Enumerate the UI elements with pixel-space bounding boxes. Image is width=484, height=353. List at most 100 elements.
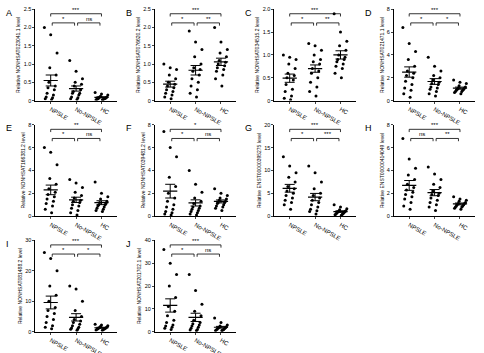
svg-text:1.0: 1.0 bbox=[143, 61, 151, 67]
svg-text:2.5: 2.5 bbox=[24, 6, 32, 12]
svg-text:10: 10 bbox=[145, 306, 151, 312]
svg-text:**: ** bbox=[206, 16, 211, 22]
svg-text:HC: HC bbox=[219, 337, 230, 347]
svg-text:F: F bbox=[126, 123, 132, 133]
svg-text:4: 4 bbox=[387, 52, 390, 58]
svg-text:ns: ns bbox=[419, 131, 425, 137]
svg-text:NPSLE: NPSLE bbox=[168, 337, 188, 352]
svg-text:0: 0 bbox=[148, 213, 151, 219]
svg-text:*: * bbox=[181, 16, 184, 22]
svg-text:NPSLE: NPSLE bbox=[49, 337, 69, 352]
svg-text:*: * bbox=[181, 247, 184, 253]
svg-text:Relative ENST00000395275 level: Relative ENST00000395275 level bbox=[256, 133, 262, 208]
svg-text:8: 8 bbox=[387, 6, 390, 12]
svg-text:No-NPSLE: No-NPSLE bbox=[194, 222, 222, 242]
svg-text:HC: HC bbox=[338, 106, 349, 116]
svg-text:1.5: 1.5 bbox=[263, 29, 271, 35]
svg-text:5: 5 bbox=[267, 190, 270, 196]
svg-text:40: 40 bbox=[145, 237, 151, 243]
svg-text:***: *** bbox=[431, 122, 439, 128]
svg-text:0: 0 bbox=[387, 213, 390, 219]
svg-text:NPSLE: NPSLE bbox=[168, 222, 188, 237]
svg-text:20: 20 bbox=[25, 268, 31, 274]
svg-text:1.5: 1.5 bbox=[143, 43, 151, 49]
svg-text:Relative NONHSAT023041.1 level: Relative NONHSAT023041.1 level bbox=[15, 17, 21, 93]
svg-text:0: 0 bbox=[148, 329, 151, 335]
svg-text:ns: ns bbox=[205, 247, 211, 253]
svg-text:*: * bbox=[446, 16, 449, 22]
svg-text:**: ** bbox=[74, 122, 79, 128]
svg-text:HC: HC bbox=[99, 106, 110, 116]
svg-text:No-NPSLE: No-NPSLE bbox=[313, 106, 341, 126]
svg-text:2.0: 2.0 bbox=[143, 24, 151, 30]
svg-text:10: 10 bbox=[25, 298, 31, 304]
svg-text:0: 0 bbox=[267, 213, 270, 219]
svg-text:***: *** bbox=[192, 238, 200, 244]
svg-text:No-NPSLE: No-NPSLE bbox=[74, 106, 102, 126]
svg-text:No-NPSLE: No-NPSLE bbox=[74, 337, 102, 353]
svg-text:2.0: 2.0 bbox=[263, 6, 271, 12]
svg-text:No-NPSLE: No-NPSLE bbox=[433, 222, 461, 242]
svg-text:8: 8 bbox=[28, 122, 31, 128]
svg-text:ns: ns bbox=[86, 16, 92, 22]
svg-text:4: 4 bbox=[148, 167, 151, 173]
svg-text:NPSLE: NPSLE bbox=[168, 106, 188, 121]
svg-text:2: 2 bbox=[28, 190, 31, 196]
svg-text:NPSLE: NPSLE bbox=[49, 106, 69, 121]
svg-text:No-NPSLE: No-NPSLE bbox=[194, 106, 222, 126]
svg-text:No-NPSLE: No-NPSLE bbox=[194, 337, 222, 353]
svg-text:4: 4 bbox=[28, 167, 31, 173]
svg-text:No-NPSLE: No-NPSLE bbox=[433, 106, 461, 126]
svg-text:1.0: 1.0 bbox=[24, 61, 32, 67]
svg-text:Relative NONHSAT201702.1 level: Relative NONHSAT201702.1 level bbox=[136, 248, 142, 324]
svg-text:0.5: 0.5 bbox=[143, 79, 151, 85]
svg-text:0: 0 bbox=[267, 98, 270, 104]
svg-text:6: 6 bbox=[148, 145, 151, 151]
svg-text:Relative NONHSAT166381.2 level: Relative NONHSAT166381.2 level bbox=[20, 132, 26, 208]
svg-text:8: 8 bbox=[387, 122, 390, 128]
svg-text:ns: ns bbox=[205, 131, 211, 137]
svg-text:HC: HC bbox=[99, 222, 110, 232]
svg-text:6: 6 bbox=[387, 145, 390, 151]
svg-text:HC: HC bbox=[458, 222, 469, 232]
svg-text:HC: HC bbox=[219, 222, 230, 232]
svg-text:*: * bbox=[181, 131, 184, 137]
svg-text:0: 0 bbox=[28, 213, 31, 219]
svg-text:2: 2 bbox=[387, 75, 390, 81]
svg-text:HC: HC bbox=[99, 337, 110, 347]
svg-text:0: 0 bbox=[28, 329, 31, 335]
svg-text:C: C bbox=[245, 8, 252, 18]
svg-text:*: * bbox=[301, 16, 304, 22]
svg-text:No-NPSLE: No-NPSLE bbox=[313, 222, 341, 242]
svg-text:*: * bbox=[87, 247, 90, 253]
svg-text:Relative NONHSAT076620.2 level: Relative NONHSAT076620.2 level bbox=[135, 17, 141, 93]
svg-text:*: * bbox=[420, 16, 423, 22]
svg-text:*: * bbox=[62, 131, 65, 137]
svg-text:NPSLE: NPSLE bbox=[49, 222, 69, 237]
svg-text:**: ** bbox=[445, 131, 450, 137]
svg-text:1.0: 1.0 bbox=[263, 52, 271, 58]
svg-text:Relative NONHSAT039481.2 level: Relative NONHSAT039481.2 level bbox=[140, 132, 146, 208]
svg-text:6: 6 bbox=[387, 29, 390, 35]
svg-text:Relative ENST00000414049 level: Relative ENST00000414049 level bbox=[379, 133, 385, 208]
svg-text:0.5: 0.5 bbox=[263, 75, 271, 81]
svg-text:*: * bbox=[62, 247, 65, 253]
svg-text:E: E bbox=[6, 123, 12, 133]
svg-text:ns: ns bbox=[86, 131, 92, 137]
svg-text:2: 2 bbox=[387, 190, 390, 196]
svg-text:HC: HC bbox=[458, 106, 469, 116]
svg-text:1.5: 1.5 bbox=[24, 43, 32, 49]
svg-text:HC: HC bbox=[219, 106, 230, 116]
svg-text:No-NPSLE: No-NPSLE bbox=[74, 222, 102, 242]
svg-text:NPSLE: NPSLE bbox=[288, 222, 308, 237]
svg-text:NPSLE: NPSLE bbox=[407, 106, 427, 121]
svg-text:4: 4 bbox=[387, 167, 390, 173]
svg-text:30: 30 bbox=[25, 237, 31, 243]
svg-text:Relative NONHSAT081488.2 level: Relative NONHSAT081488.2 level bbox=[17, 248, 23, 324]
svg-text:*: * bbox=[194, 122, 197, 128]
svg-text:2.5: 2.5 bbox=[143, 6, 151, 12]
svg-text:**: ** bbox=[325, 16, 330, 22]
svg-text:G: G bbox=[245, 123, 252, 133]
svg-text:H: H bbox=[365, 123, 372, 133]
svg-text:***: *** bbox=[72, 7, 80, 13]
